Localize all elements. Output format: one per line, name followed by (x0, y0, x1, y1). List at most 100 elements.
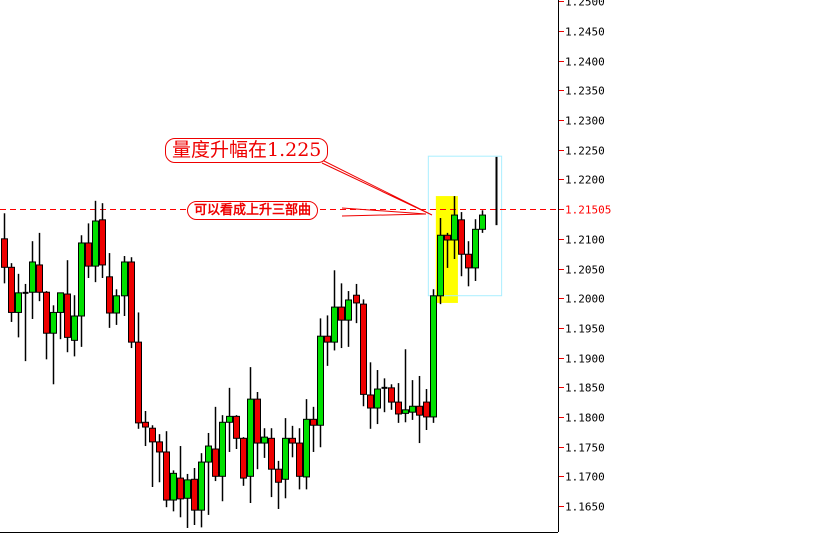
candle-body-down (254, 398, 261, 444)
candle-body-up (184, 479, 191, 499)
candle-body-down (212, 448, 219, 477)
candle (303, 399, 310, 490)
y-tick-label: 1.2250 (565, 145, 605, 158)
candle-body-down (367, 394, 374, 409)
candle (324, 315, 331, 366)
candle-body-down (296, 442, 303, 477)
candle-body-down (233, 415, 240, 439)
candle-body-down (128, 261, 135, 343)
y-tick-label: 1.1700 (565, 471, 605, 484)
candle-body-down (1, 238, 8, 268)
candle (113, 289, 120, 325)
candle (416, 375, 423, 444)
candle-body-down (275, 468, 282, 483)
candle (135, 312, 142, 429)
candle (381, 378, 388, 413)
candle (345, 291, 352, 347)
candle (184, 473, 191, 528)
candle-body-down (177, 477, 184, 500)
y-tick-label: 1.1650 (565, 501, 605, 514)
candle (226, 387, 233, 452)
y-tick-label: 1.1950 (565, 323, 605, 336)
candle-body-up (226, 415, 233, 423)
candle-body-down (64, 293, 71, 338)
candle (64, 260, 71, 353)
candle (205, 432, 212, 515)
candle-body-up (29, 261, 36, 293)
candle-body-up (198, 461, 205, 511)
candle (78, 235, 85, 347)
candle-body-down (388, 387, 395, 403)
y-tick-label: 1.1900 (565, 353, 605, 366)
candle (402, 349, 409, 423)
candle-body-up (92, 220, 99, 267)
candle-body-down (149, 427, 156, 443)
candle (423, 389, 430, 430)
candle (275, 460, 282, 509)
candle-body-down (423, 401, 430, 418)
candle (85, 223, 92, 278)
candle (57, 292, 64, 340)
y-tick-label: 1.2000 (565, 293, 605, 306)
candle (430, 289, 437, 423)
candle-body-up (430, 295, 437, 418)
candle (353, 283, 360, 324)
candle (50, 305, 57, 385)
annotation-2-tail (341, 207, 427, 217)
y-tick-label: 1.1850 (565, 382, 605, 395)
candle (106, 253, 113, 328)
candle (22, 283, 29, 362)
candle-body-down (444, 234, 451, 241)
annotation-1-tail (317, 157, 433, 216)
y-tick-label: 1.2100 (565, 234, 605, 247)
candle (465, 241, 472, 287)
candle-body-up (57, 292, 64, 313)
candle-body-down (353, 294, 360, 304)
candle-body-down (106, 276, 113, 314)
candle (388, 384, 395, 410)
candle (156, 434, 163, 483)
candle-body-up (402, 409, 409, 414)
candle (458, 212, 465, 277)
candle (15, 273, 22, 338)
candle-body-down (43, 291, 50, 334)
candle-body-up (50, 311, 57, 334)
candle (409, 380, 416, 420)
candle (374, 370, 381, 425)
candle-body-up (374, 388, 381, 409)
candle-body-down (240, 437, 247, 479)
candle-body-down (338, 306, 345, 321)
candle (395, 383, 402, 423)
candle (444, 232, 451, 268)
candle (479, 210, 486, 233)
candle (289, 425, 296, 458)
candle (261, 428, 268, 458)
y-tick-label: 1.2050 (565, 264, 605, 277)
candle (360, 299, 367, 407)
candle-body-down (465, 253, 472, 269)
y-axis: 1.2500 1.2450 1.2400 1.2350 1.2300 1.2250 1.22… (551, 0, 611, 514)
candle (451, 196, 458, 259)
candle-body-up (78, 242, 85, 317)
candle (170, 470, 177, 512)
candle (1, 213, 8, 284)
candle (310, 406, 317, 452)
candle (219, 415, 226, 502)
candle-body-up (205, 445, 212, 463)
candle-body-up (331, 306, 338, 343)
candle (268, 428, 275, 498)
candle-body-down (85, 242, 92, 267)
candle-body-down (156, 441, 163, 453)
candle (437, 218, 444, 305)
candle-body-down (163, 451, 170, 501)
candle (8, 263, 15, 322)
candle (36, 232, 43, 302)
candle-body-up (479, 214, 486, 230)
candle (92, 200, 99, 283)
candle-body-up (317, 335, 324, 426)
candle-body-up (71, 315, 78, 341)
candle (99, 203, 106, 278)
level-price-label: 1.21505 (565, 204, 611, 217)
y-tick-label: 1.2300 (565, 115, 605, 128)
candle-body-down (268, 437, 275, 470)
